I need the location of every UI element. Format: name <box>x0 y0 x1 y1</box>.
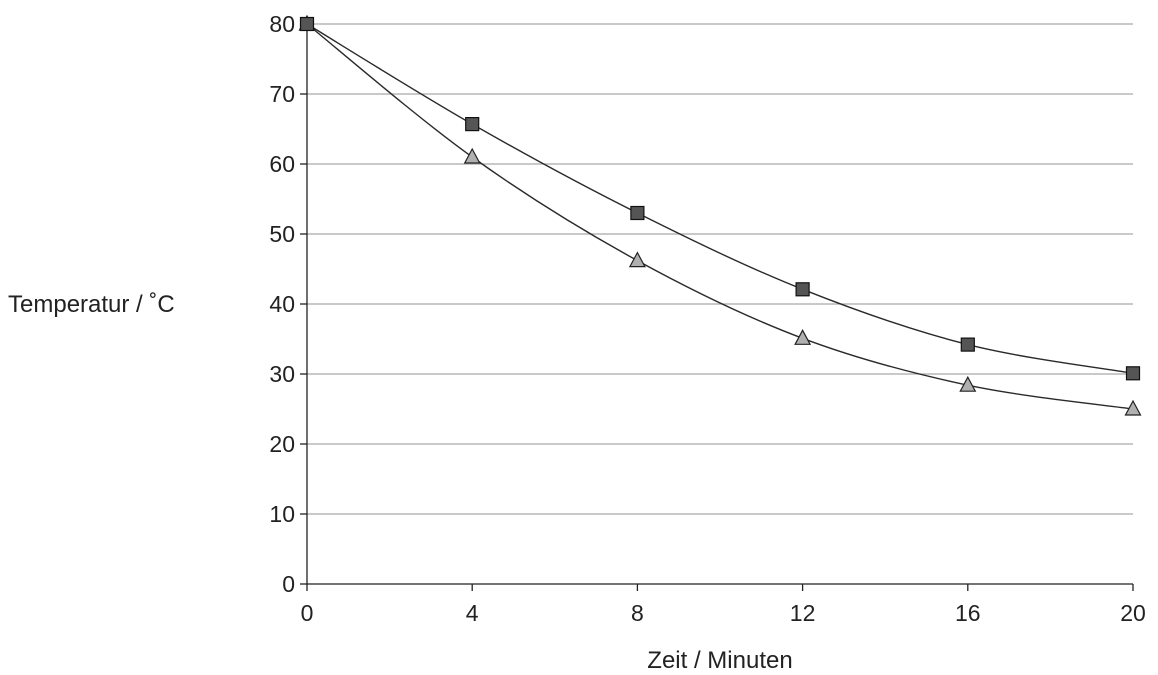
y-tick-label: 50 <box>269 221 295 247</box>
data-point-square <box>1125 366 1141 381</box>
x-tick-label: 20 <box>1120 600 1146 626</box>
data-point-triangle <box>794 329 812 345</box>
data-point-square <box>960 337 975 352</box>
data-point-triangle <box>463 147 481 164</box>
y-tick-label: 60 <box>269 151 295 177</box>
data-point-square <box>630 205 645 221</box>
series-line-triangle <box>306 23 1134 410</box>
gridlines <box>307 23 1133 515</box>
y-tick-label: 20 <box>269 431 295 457</box>
x-tick-label: 16 <box>955 600 981 626</box>
data-point-triangle <box>628 251 646 268</box>
y-tick-label: 80 <box>269 11 295 37</box>
data-series <box>298 14 1142 416</box>
x-tick-label: 8 <box>631 600 644 626</box>
y-tick-label: 30 <box>269 361 295 387</box>
y-tick-label: 70 <box>269 81 295 107</box>
y-tick-label: 40 <box>269 291 295 317</box>
y-tick-label: 10 <box>269 501 295 527</box>
data-point-triangle <box>1124 399 1142 416</box>
x-tick-label: 0 <box>301 600 314 626</box>
series-triangle <box>306 23 1134 410</box>
y-axis-title: Temperatur / ˚C <box>8 291 175 318</box>
data-point-square <box>465 116 480 132</box>
data-point-square <box>299 16 315 32</box>
data-point-triangle <box>959 375 977 392</box>
y-tick-label: 0 <box>282 571 295 597</box>
data-point-square <box>795 282 810 297</box>
x-axis-title: Zeit / Minuten <box>647 647 792 674</box>
x-tick-label: 12 <box>790 600 816 626</box>
markers-square <box>299 16 1141 381</box>
series-line-square <box>306 23 1134 374</box>
markers-triangle <box>298 14 1142 416</box>
series-square <box>306 23 1134 374</box>
x-tick-label: 4 <box>466 600 479 626</box>
axes: 0 10 20 30 40 50 60 70 80 0 4 8 12 16 20 <box>269 11 1145 626</box>
